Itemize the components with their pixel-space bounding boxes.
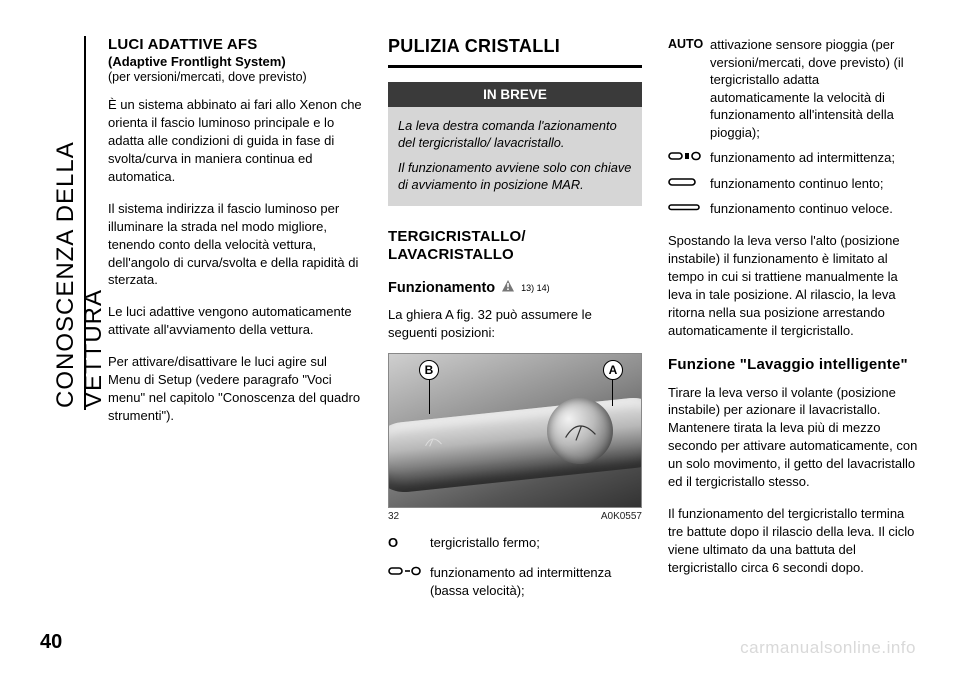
- manual-page: CONOSCENZA DELLA VETTURA LUCI ADATTIVE A…: [0, 0, 960, 678]
- col2-title: PULIZIA CRISTALLI: [388, 36, 642, 57]
- fig-code: A0K0557: [601, 511, 642, 522]
- col1-subnote: (per versioni/mercati, dove previsto): [108, 70, 362, 84]
- column-2: PULIZIA CRISTALLI IN BREVE La leva destr…: [388, 36, 642, 599]
- warning-icon: [501, 279, 515, 293]
- in-breve-header: IN BREVE: [388, 82, 642, 107]
- continuous-fast-icon: [668, 200, 710, 218]
- def-slow-text: funzionamento continuo lento;: [710, 175, 922, 193]
- col2-p1: La ghiera A fig. 32 può assumere le segu…: [388, 306, 642, 342]
- column-3: AUTO attivazione sensore pioggia (per ve…: [668, 36, 922, 599]
- continuous-slow-icon: [668, 175, 710, 193]
- grey-p2: Il funzionamento avviene solo con chiave…: [398, 159, 632, 194]
- figure-image: AUTO B A: [388, 353, 642, 508]
- funzionamento-line: Funzionamento 13) 14): [388, 278, 642, 296]
- side-line: [84, 36, 86, 410]
- figure-caption: 32 A0K0557: [388, 511, 642, 522]
- func-label: Funzionamento: [388, 280, 495, 296]
- col2-subheading: TERGICRISTALLO/ LAVACRISTALLO: [388, 228, 642, 264]
- callout-b-line: [429, 380, 430, 414]
- col1-p4: Per attivare/disattivare le luci agire s…: [108, 353, 362, 425]
- func-refs: 13) 14): [521, 283, 550, 293]
- in-breve-box: La leva destra comanda l'azionamento del…: [388, 107, 642, 206]
- col1-heading: LUCI ADATTIVE AFS: [108, 36, 362, 53]
- def-int: funzionamento ad intermittenza;: [668, 149, 922, 167]
- def-o-sym: O: [388, 534, 430, 552]
- auto-label: AUTO: [668, 36, 710, 53]
- figure-32: AUTO B A: [388, 353, 642, 522]
- col3-p1: Spostando la leva verso l'alto (posizion…: [668, 232, 922, 340]
- stalk-dial: [544, 395, 617, 468]
- def-slow: funzionamento continuo lento;: [668, 175, 922, 193]
- col3-p2: Tirare la leva verso il volante (posizio…: [668, 384, 922, 492]
- def-o-text: tergicristallo fermo;: [430, 534, 642, 552]
- title-underline: [388, 65, 642, 68]
- col1-p1: È un sistema abbinato ai fari allo Xenon…: [108, 96, 362, 186]
- def-o: O tergicristallo fermo;: [388, 534, 642, 552]
- def-int-low: funzionamento ad intermittenza (bassa ve…: [388, 564, 642, 599]
- callout-b: B: [419, 360, 439, 380]
- stalk-icon: [424, 434, 444, 452]
- side-section-label: CONOSCENZA DELLA VETTURA: [52, 38, 78, 408]
- columns: LUCI ADATTIVE AFS (Adaptive Frontlight S…: [108, 36, 922, 599]
- def-auto: AUTO attivazione sensore pioggia (per ve…: [668, 36, 922, 141]
- def-fast-text: funzionamento continuo veloce.: [710, 200, 922, 218]
- col1-p3: Le luci adattive vengono automaticamente…: [108, 303, 362, 339]
- intermittent-icon: [668, 149, 710, 167]
- col1-subheading: (Adaptive Frontlight System): [108, 54, 362, 69]
- def-auto-text: attivazione sensore pioggia (per version…: [710, 36, 922, 141]
- def-fast: funzionamento continuo veloce.: [668, 200, 922, 218]
- fig-num: 32: [388, 511, 399, 522]
- col1-p2: Il sistema indirizza il fascio luminoso …: [108, 200, 362, 290]
- page-number: 40: [40, 631, 62, 654]
- def-int-text: funzionamento ad intermittenza;: [710, 149, 922, 167]
- column-1: LUCI ADATTIVE AFS (Adaptive Frontlight S…: [108, 36, 362, 599]
- watermark: carmanualsonline.info: [740, 638, 916, 658]
- grey-p1: La leva destra comanda l'azionamento del…: [398, 117, 632, 152]
- callout-a-line: [612, 380, 613, 406]
- col3-p3: Il funzionamento del tergicristallo term…: [668, 505, 922, 577]
- callout-a: A: [603, 360, 623, 380]
- intermittent-low-icon: [388, 564, 430, 582]
- def-int-low-text: funzionamento ad intermittenza (bassa ve…: [430, 564, 642, 599]
- col3-subheading: Funzione "Lavaggio intelligente": [668, 356, 922, 374]
